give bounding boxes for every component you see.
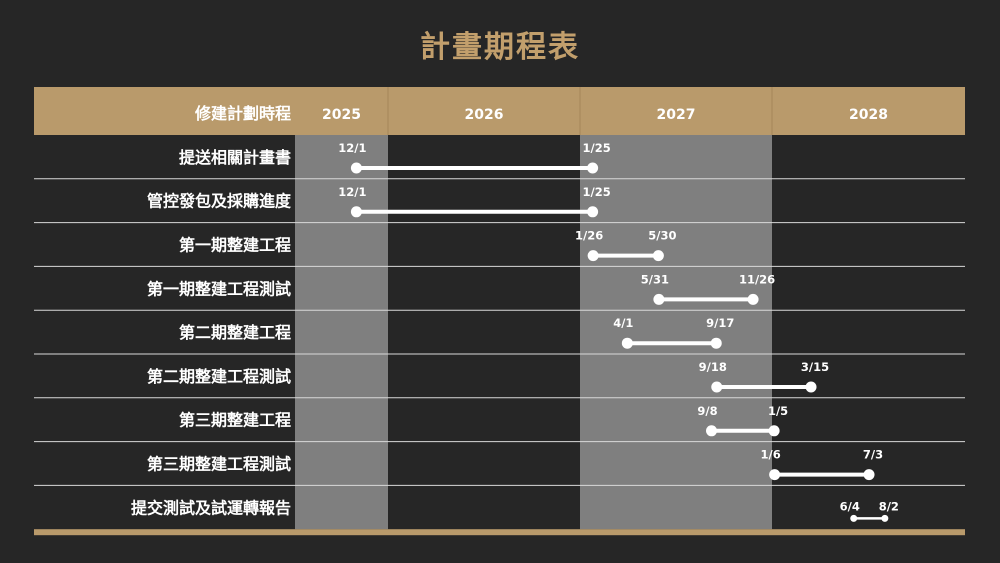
task-end-label: 5/30	[648, 229, 676, 243]
task-label: 第一期整建工程	[179, 236, 291, 255]
task-end-label: 7/3	[863, 448, 883, 462]
task-start-label: 4/1	[613, 316, 633, 330]
task-end-marker	[768, 425, 780, 437]
task-label: 第二期整建工程測試	[147, 367, 291, 386]
task-start-marker	[587, 250, 599, 262]
task-end-marker	[587, 162, 599, 174]
page-title: 計畫期程表	[420, 30, 580, 65]
task-label: 第一期整建工程測試	[147, 279, 291, 298]
task-start-label: 6/4	[840, 499, 860, 513]
year-header-2027: 2027	[657, 107, 696, 123]
task-end-label: 3/15	[801, 360, 829, 374]
year-header-2028: 2028	[849, 107, 888, 123]
task-end-marker	[587, 206, 599, 218]
task-end-label: 1/5	[768, 404, 788, 418]
header-label: 修建計劃時程	[194, 104, 291, 123]
task-start-label: 1/26	[575, 229, 603, 243]
task-end-label: 1/25	[583, 185, 611, 199]
task-label: 第三期整建工程測試	[147, 455, 291, 474]
task-label: 第二期整建工程	[179, 323, 291, 342]
task-label: 提交測試及試運轉報告	[131, 498, 291, 517]
task-start-marker	[850, 514, 858, 522]
task-label: 提送相關計畫書	[179, 148, 291, 167]
task-end-marker	[747, 293, 759, 305]
task-end-label: 11/26	[739, 272, 775, 286]
task-start-marker	[706, 425, 718, 437]
task-end-marker	[652, 250, 664, 262]
year-header-2025: 2025	[322, 107, 361, 123]
task-start-label: 1/6	[761, 448, 781, 462]
task-end-label: 1/25	[583, 141, 611, 155]
task-start-label: 5/31	[641, 272, 669, 286]
year-column-shade-2025	[295, 135, 388, 530]
task-end-label: 8/2	[879, 499, 899, 513]
task-start-label: 9/8	[697, 404, 717, 418]
task-start-marker	[711, 381, 723, 393]
task-label: 第三期整建工程	[179, 411, 291, 430]
task-start-marker	[350, 162, 362, 174]
task-label: 管控發包及採購進度	[147, 192, 292, 211]
year-header-2026: 2026	[465, 107, 504, 123]
task-end-marker	[805, 381, 817, 393]
task-start-marker	[653, 293, 665, 305]
year-column-shade-2027	[580, 135, 772, 530]
bottom-band	[34, 529, 965, 536]
task-start-marker	[621, 337, 633, 349]
task-end-label: 9/17	[706, 316, 734, 330]
task-start-marker	[769, 469, 781, 481]
task-end-marker	[863, 469, 875, 481]
task-start-marker	[350, 206, 362, 218]
task-end-marker	[710, 337, 722, 349]
header-band	[34, 87, 965, 135]
task-start-label: 12/1	[338, 141, 366, 155]
task-start-label: 12/1	[338, 185, 366, 199]
task-start-label: 9/18	[699, 360, 727, 374]
task-end-marker	[881, 514, 889, 522]
